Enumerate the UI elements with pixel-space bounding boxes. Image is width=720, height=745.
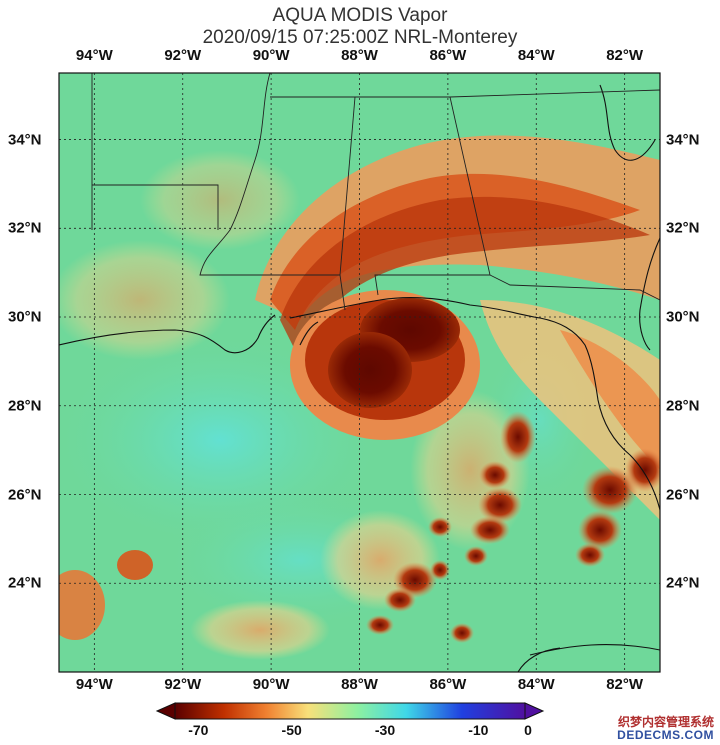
convective-cell <box>582 466 638 514</box>
lon-label-top: 88°W <box>341 47 378 64</box>
colorbar-high-arrow <box>524 702 545 720</box>
lat-label-right: 24°N <box>666 574 700 592</box>
lon-label-bottom: 86°W <box>429 676 467 693</box>
colorbar-tick-label: -70 <box>188 722 209 738</box>
lon-label-bottom: 94°W <box>75 676 113 693</box>
moist-plume-east <box>480 300 660 520</box>
lat-label-right: 28°N <box>666 397 700 415</box>
map-title: AQUA MODIS Vapor <box>272 5 448 26</box>
colorbar-ramp <box>174 702 526 720</box>
lon-label-bottom: 88°W <box>341 676 378 693</box>
lat-label-right: 34°N <box>666 131 700 149</box>
lat-label-right: 30°N <box>666 308 700 326</box>
lon-label-top: 84°W <box>517 47 555 64</box>
watermark-line-2: DEDECMS.COM <box>617 728 714 742</box>
colorbar <box>155 702 545 720</box>
lat-label-left: 28°N <box>8 397 42 415</box>
lat-label-right: 32°N <box>666 219 700 237</box>
colorbar-tick-label: -30 <box>374 722 396 738</box>
moist-plume-east <box>560 330 660 470</box>
warm-haze <box>59 570 105 640</box>
convective-cell <box>625 448 660 492</box>
watermark: 织梦内容管理系统 DEDECMS.COM <box>617 716 714 742</box>
lon-label-bottom: 90°W <box>252 676 290 693</box>
watermark-line-1: 织梦内容管理系统 <box>617 715 714 729</box>
convective-cell <box>464 546 488 566</box>
lat-label-left: 26°N <box>8 486 42 504</box>
lat-label-left: 24°N <box>8 574 42 592</box>
convective-cell <box>384 588 416 612</box>
convective-cell <box>430 560 450 580</box>
coastline <box>59 84 660 672</box>
colorbar-tick-label: -50 <box>281 722 302 738</box>
colorbar-tick-label: -10 <box>468 722 489 738</box>
warm-haze <box>117 550 153 580</box>
lon-label-bottom: 82°W <box>606 676 644 693</box>
lat-label-left: 34°N <box>8 131 42 149</box>
colorbar-tick-label: 0 <box>524 722 532 738</box>
lon-label-top: 82°W <box>606 47 644 64</box>
convective-cell <box>578 510 622 550</box>
lon-label-top: 92°W <box>164 47 202 64</box>
convective-cell <box>478 487 522 523</box>
colorbar-low-arrow <box>155 702 176 720</box>
convective-cell <box>428 517 452 537</box>
convective-cell <box>366 615 394 635</box>
convective-cell <box>450 623 474 643</box>
lon-label-bottom: 84°W <box>517 676 555 693</box>
lat-label-right: 26°N <box>666 486 700 504</box>
gridlines <box>59 73 660 672</box>
warm-haze <box>59 240 230 360</box>
lon-label-bottom: 92°W <box>164 676 202 693</box>
state-border <box>91 73 660 311</box>
lat-label-left: 32°N <box>8 219 42 237</box>
spiral-band <box>280 196 650 360</box>
storm-core <box>328 332 412 408</box>
lon-label-top: 94°W <box>75 47 113 64</box>
lon-label-top: 86°W <box>429 47 467 64</box>
warm-haze <box>140 150 300 250</box>
map-border <box>58 72 661 673</box>
lon-label-top: 90°W <box>252 47 290 64</box>
map-subtitle: 2020/09/15 07:25:00Z NRL-Monterey <box>202 27 518 48</box>
convective-cell <box>575 543 605 567</box>
convective-cell <box>470 516 510 544</box>
convective-cell <box>479 461 511 489</box>
warm-haze <box>190 600 330 660</box>
convective-cell <box>500 411 536 463</box>
lat-label-left: 30°N <box>8 308 42 326</box>
